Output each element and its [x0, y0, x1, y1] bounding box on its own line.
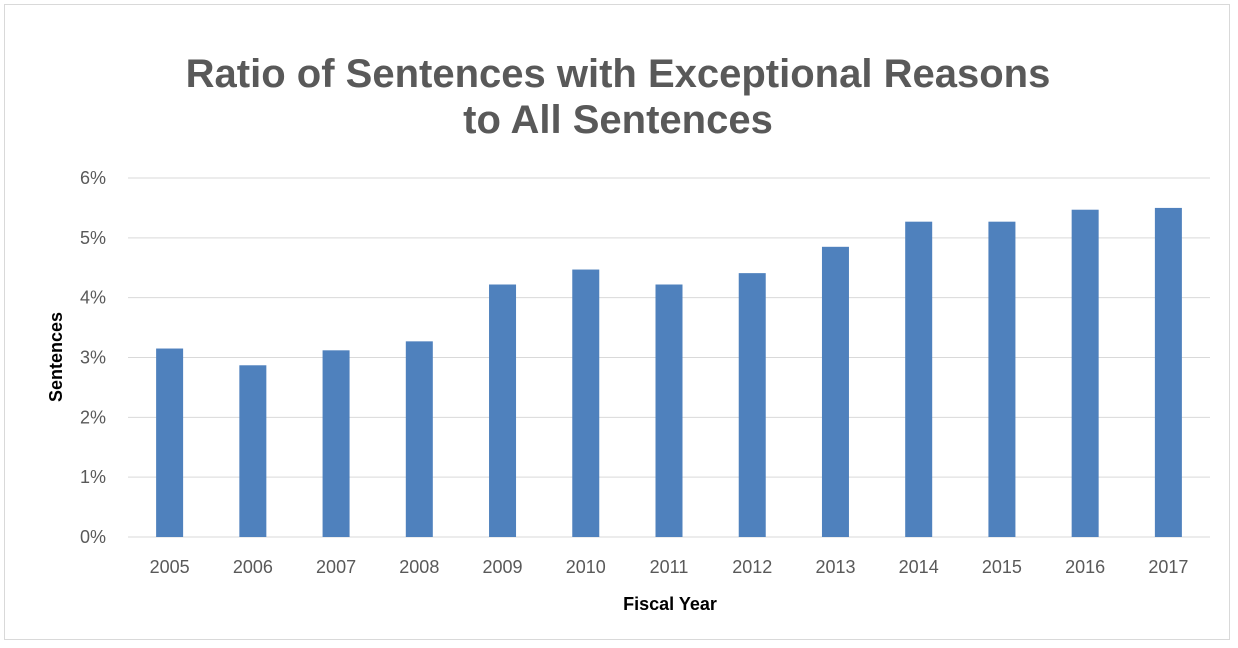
x-tick-label: 2009	[483, 557, 523, 577]
y-tick-label: 6%	[80, 168, 106, 188]
chart-frame	[4, 4, 1230, 640]
x-axis-ticks: 2005 2006 2007 2008 2009 2010 2011 2012 2013 2014…	[150, 557, 1189, 577]
bar-2013	[821, 246, 849, 537]
x-tick-label: 2013	[815, 557, 855, 577]
bar-2015	[988, 221, 1016, 537]
bar-2011	[655, 284, 683, 537]
y-tick-label: 5%	[80, 228, 106, 248]
x-tick-label: 2005	[150, 557, 190, 577]
y-axis-ticks: 0% 1% 2% 3% 4% 5% 6%	[80, 168, 106, 547]
bars	[156, 207, 1182, 537]
bar-2010	[572, 269, 600, 537]
y-tick-label: 1%	[80, 467, 106, 487]
y-axis-label: Sentences	[46, 312, 66, 402]
y-tick-label: 3%	[80, 348, 106, 368]
x-tick-label: 2014	[899, 557, 939, 577]
x-tick-label: 2015	[982, 557, 1022, 577]
x-tick-label: 2008	[399, 557, 439, 577]
bar-2006	[239, 365, 267, 537]
bar-2005	[156, 348, 184, 537]
bar-2012	[738, 273, 766, 537]
x-tick-label: 2010	[566, 557, 606, 577]
bar-2014	[905, 221, 933, 537]
y-tick-label: 0%	[80, 527, 106, 547]
chart-title-line-2: to All Sentences	[463, 98, 773, 142]
x-axis-label: Fiscal Year	[623, 594, 717, 614]
x-tick-label: 2006	[233, 557, 273, 577]
y-tick-label: 4%	[80, 288, 106, 308]
bar-2016	[1071, 209, 1099, 537]
x-tick-label: 2011	[650, 557, 689, 577]
y-tick-label: 2%	[80, 407, 106, 427]
bar-2017	[1154, 207, 1182, 537]
bar-2009	[489, 284, 517, 537]
bar-2007	[322, 350, 350, 537]
x-tick-label: 2016	[1065, 557, 1105, 577]
x-tick-label: 2007	[316, 557, 356, 577]
x-tick-label: 2017	[1148, 557, 1188, 577]
x-tick-label: 2012	[732, 557, 772, 577]
chart-title-line-1: Ratio of Sentences with Exceptional Reas…	[186, 52, 1051, 96]
bar-2008	[405, 341, 433, 537]
